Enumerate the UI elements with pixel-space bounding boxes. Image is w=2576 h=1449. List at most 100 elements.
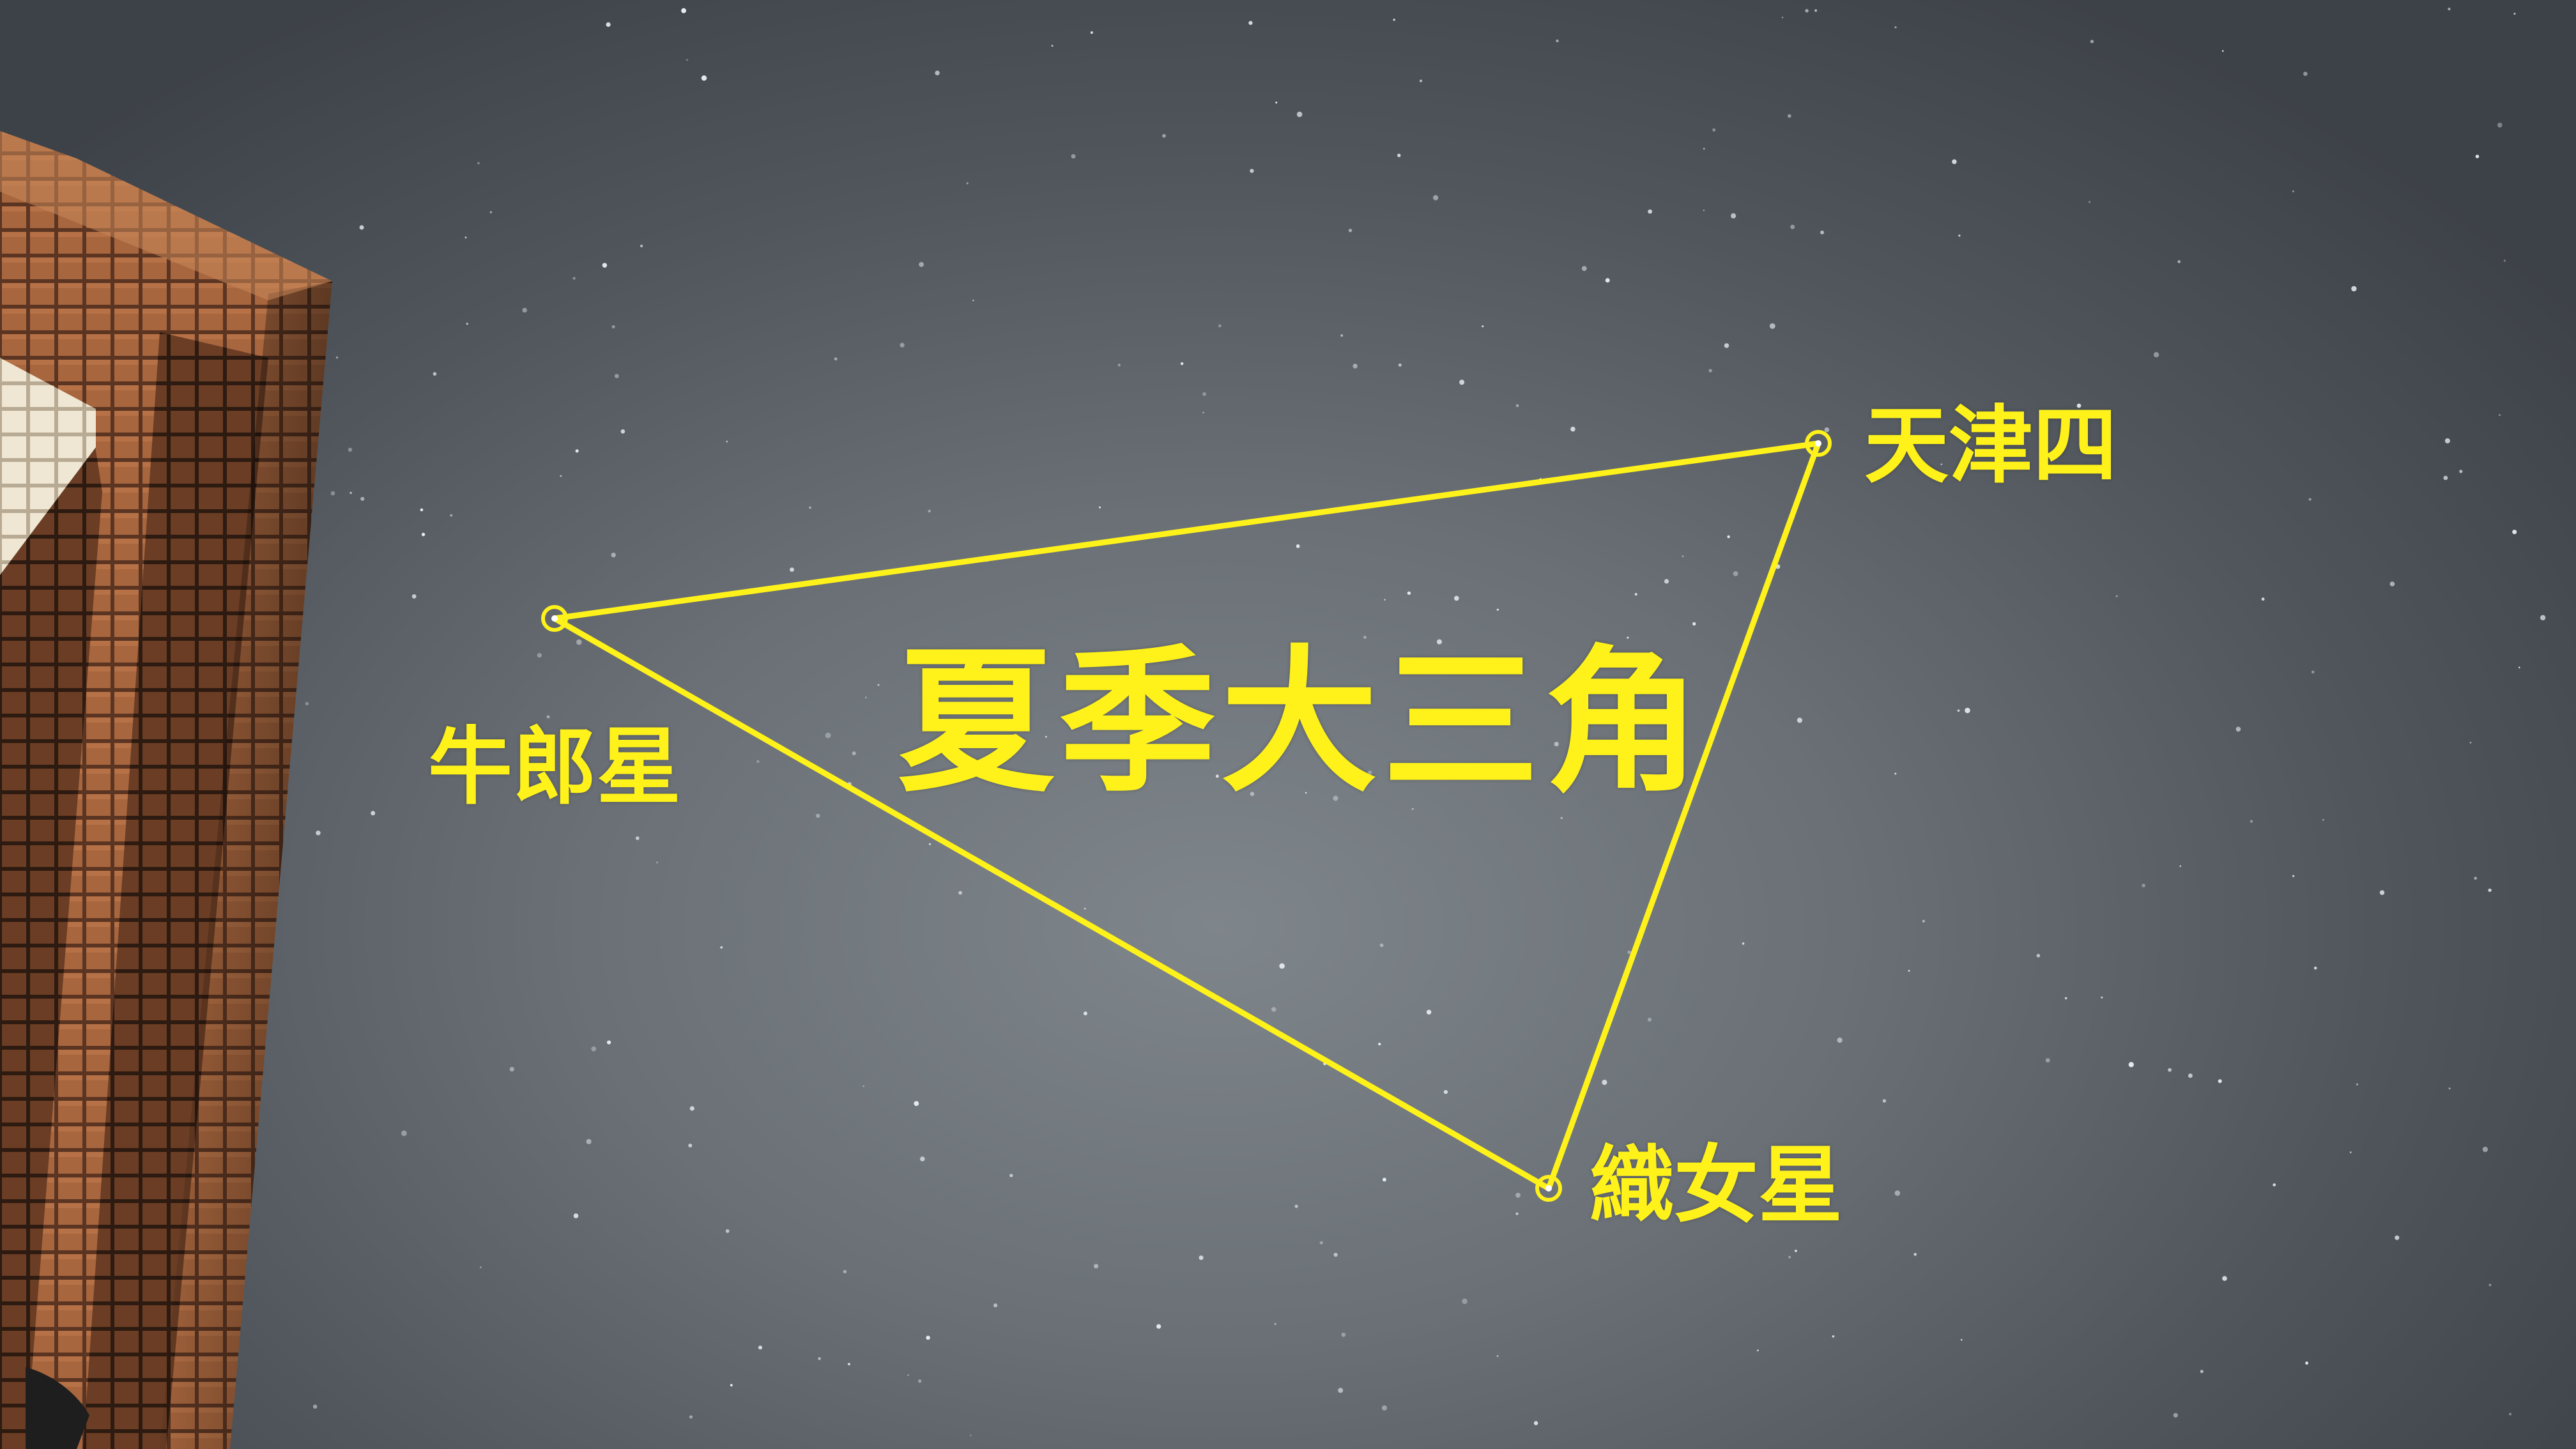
background-star [1682, 555, 1684, 558]
background-star [335, 356, 339, 359]
background-star [1894, 1190, 1901, 1196]
background-star [970, 1434, 972, 1436]
background-star [2475, 155, 2480, 158]
background-star [809, 506, 811, 509]
background-star [1378, 1043, 1381, 1046]
background-star [1648, 209, 1653, 214]
background-star [928, 509, 931, 513]
background-star [1824, 427, 1830, 433]
background-star [522, 307, 527, 313]
background-star [2512, 530, 2517, 535]
background-star [1692, 622, 1696, 626]
background-star [537, 653, 542, 658]
background-star [1382, 1177, 1386, 1182]
background-star [1099, 506, 1101, 509]
background-star [1202, 411, 1204, 413]
background-star [1009, 1174, 1013, 1177]
background-star [2153, 352, 2159, 358]
background-star [686, 59, 688, 61]
background-star [2076, 403, 2082, 408]
background-star [1647, 1017, 1652, 1022]
background-star [907, 1374, 909, 1376]
background-star [560, 475, 562, 477]
background-star [958, 891, 962, 895]
background-star [1724, 343, 1729, 348]
background-star [1294, 1204, 1298, 1208]
background-star [1496, 608, 1499, 611]
background-star [1084, 907, 1086, 910]
background-star [730, 1384, 733, 1387]
background-star [877, 684, 880, 686]
star-altair-label: 牛郎星 [428, 718, 681, 816]
background-star [2379, 890, 2385, 895]
building-corner [0, 131, 332, 1449]
background-star [2261, 597, 2265, 601]
background-star [1279, 963, 1285, 969]
background-star [1419, 79, 1422, 82]
background-star [2499, 414, 2501, 417]
background-star [1436, 639, 1442, 645]
title-label: 夏季大三角 [898, 631, 1706, 813]
background-star [2311, 670, 2315, 674]
background-star [2128, 1062, 2134, 1068]
background-star [2250, 820, 2253, 823]
background-star [1094, 1264, 1099, 1269]
background-star [1363, 636, 1367, 639]
background-star [1708, 369, 1712, 372]
background-star [1570, 426, 1575, 432]
background-star [1960, 1338, 1963, 1341]
background-star [1341, 1332, 1346, 1337]
background-star [1581, 266, 1587, 272]
background-star [1051, 45, 1054, 47]
background-star [1250, 169, 1254, 173]
background-star [825, 732, 831, 739]
background-star [2356, 1083, 2359, 1086]
background-star [1338, 1388, 1344, 1393]
background-star [2101, 996, 2103, 999]
background-star [2200, 1370, 2204, 1374]
background-star [1560, 816, 1563, 819]
background-star [1797, 717, 1802, 723]
background-star [1837, 1038, 1843, 1043]
background-star [2173, 1413, 2178, 1418]
background-star [2179, 865, 2182, 867]
background-star [1340, 334, 1344, 337]
summer-triangle-lines [551, 440, 1821, 1192]
background-star [1398, 363, 1402, 367]
background-star [2395, 1235, 2400, 1240]
background-star [920, 1156, 925, 1162]
background-star [2308, 498, 2312, 501]
background-star [1319, 1241, 1323, 1245]
background-star [818, 1357, 821, 1360]
background-star [918, 1379, 922, 1383]
background-star [316, 831, 321, 836]
background-star [1117, 364, 1121, 367]
background-star [758, 1346, 763, 1350]
background-star [411, 594, 417, 599]
background-star [2303, 72, 2308, 76]
background-star [1627, 636, 1629, 639]
background-star [330, 491, 335, 496]
background-star [843, 1269, 847, 1274]
background-star [1894, 772, 1897, 775]
background-star [1071, 154, 1076, 159]
background-star [2488, 1284, 2492, 1287]
background-star [1397, 153, 1401, 157]
background-star [1090, 31, 1093, 34]
background-star [421, 532, 425, 537]
background-star [701, 75, 707, 81]
background-star [2235, 726, 2241, 732]
background-star [546, 715, 550, 719]
background-star [2540, 615, 2546, 620]
background-star [1788, 1255, 1791, 1259]
background-star [359, 225, 364, 230]
background-star [509, 1067, 514, 1072]
background-star [2168, 1068, 2172, 1072]
background-star [2469, 742, 2472, 744]
background-star [2222, 50, 2224, 52]
background-star [573, 1213, 579, 1218]
background-star [1482, 325, 1484, 328]
background-star [725, 1229, 730, 1233]
background-star [2443, 475, 2448, 480]
background-star [1353, 364, 1358, 369]
